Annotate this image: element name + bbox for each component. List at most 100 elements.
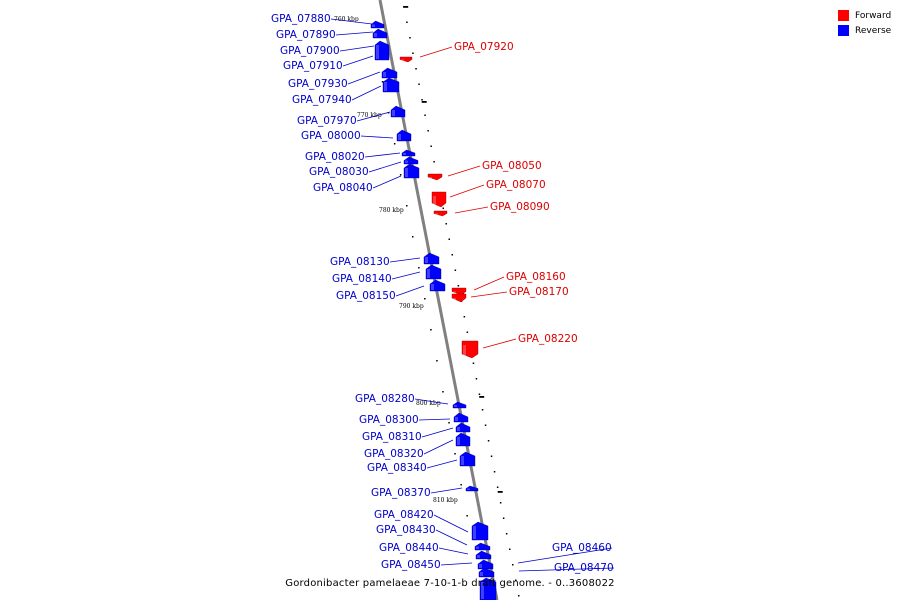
gene-label-gpa-08030[interactable]: GPA_08030 bbox=[309, 166, 369, 178]
tick-right bbox=[484, 424, 487, 426]
gene-arrow-highlight bbox=[461, 456, 464, 465]
gene-label-gpa-08470[interactable]: GPA_08470 bbox=[554, 562, 614, 574]
gene-arrow-gpa-08420[interactable] bbox=[471, 521, 489, 541]
gene-label-gpa-08440[interactable]: GPA_08440 bbox=[379, 542, 439, 554]
leader-line bbox=[414, 398, 449, 405]
gene-arrow-gpa-08040[interactable] bbox=[403, 163, 420, 179]
kbp-scale-labels: 760 kbp 770 kbp 780 kbp 790 kbp 800 kbp 810 k… bbox=[334, 16, 458, 504]
tick-right bbox=[466, 331, 469, 333]
gene-arrow-gpa-07900[interactable] bbox=[374, 40, 390, 61]
label-leader-lines bbox=[330, 18, 615, 572]
gene-label-gpa-08130[interactable]: GPA_08130 bbox=[330, 256, 390, 268]
tick-left bbox=[424, 298, 426, 300]
gene-label-gpa-07970[interactable]: GPA_07970 bbox=[297, 115, 357, 127]
gene-arrow-gpa-08470[interactable] bbox=[479, 577, 497, 600]
gene-arrow-gpa-08320[interactable] bbox=[455, 432, 471, 447]
gene-arrow-gpa-08020[interactable] bbox=[401, 149, 416, 157]
gene-arrow-highlight bbox=[398, 134, 401, 140]
gene-arrow-gpa-08160[interactable] bbox=[451, 287, 467, 296]
tick-right bbox=[502, 517, 505, 519]
gene-label-gpa-08420[interactable]: GPA_08420 bbox=[374, 509, 434, 521]
tick-left bbox=[448, 422, 450, 424]
leader-line bbox=[435, 529, 468, 546]
gene-label-gpa-08000[interactable]: GPA_08000 bbox=[301, 130, 361, 142]
tick-right bbox=[512, 564, 514, 566]
gene-arrow-gpa-08030[interactable] bbox=[403, 156, 419, 165]
gene-arrow-gpa-08310[interactable] bbox=[455, 422, 471, 433]
gene-labels[interactable]: GPA_07880 GPA_07890 GPA_07900 GPA_07910 GPA_… bbox=[271, 13, 614, 574]
gene-label-gpa-08300[interactable]: GPA_08300 bbox=[359, 414, 419, 426]
tick-right bbox=[418, 83, 420, 85]
gene-arrow-gpa-08130[interactable] bbox=[423, 252, 440, 265]
gene-label-gpa-08070[interactable]: GPA_08070 bbox=[486, 179, 546, 191]
gene-arrow-highlight bbox=[425, 257, 428, 263]
gene-label-gpa-07890[interactable]: GPA_07890 bbox=[276, 29, 336, 41]
gene-label-gpa-08370[interactable]: GPA_08370 bbox=[371, 487, 431, 499]
gene-label-gpa-08040[interactable]: GPA_08040 bbox=[313, 182, 373, 194]
tick-right bbox=[463, 316, 466, 318]
gene-label-gpa-08450[interactable]: GPA_08450 bbox=[381, 559, 441, 571]
gene-arrow-highlight bbox=[453, 291, 456, 294]
gene-label-gpa-08160[interactable]: GPA_08160 bbox=[506, 271, 566, 283]
gene-label-gpa-08280[interactable]: GPA_08280 bbox=[355, 393, 415, 405]
leader-line bbox=[389, 257, 421, 263]
gene-label-gpa-08220[interactable]: GPA_08220 bbox=[518, 333, 578, 345]
gene-label-gpa-08050[interactable]: GPA_08050 bbox=[482, 160, 542, 172]
leader-line bbox=[423, 439, 454, 455]
gene-arrow-gpa-07930[interactable] bbox=[381, 67, 398, 79]
leader-line bbox=[517, 547, 613, 564]
gene-label-gpa-08460[interactable]: GPA_08460 bbox=[552, 542, 612, 554]
gene-arrow-gpa-08430[interactable] bbox=[474, 542, 491, 551]
gene-arrow-gpa-07890[interactable] bbox=[372, 28, 388, 39]
gene-label-gpa-08150[interactable]: GPA_08150 bbox=[336, 290, 396, 302]
gene-arrow-gpa-08150[interactable] bbox=[429, 279, 446, 292]
gene-label-gpa-07880[interactable]: GPA_07880 bbox=[271, 13, 331, 25]
gene-label-gpa-07940[interactable]: GPA_07940 bbox=[292, 94, 352, 106]
gene-label-gpa-07900[interactable]: GPA_07900 bbox=[280, 45, 340, 57]
gene-arrow-gpa-08090[interactable] bbox=[433, 210, 448, 217]
gene-arrow-gpa-08050[interactable] bbox=[427, 173, 443, 181]
gene-arrow-gpa-08140[interactable] bbox=[425, 264, 442, 280]
tick-right bbox=[424, 114, 426, 116]
tick-right bbox=[499, 502, 502, 504]
gene-label-gpa-08340[interactable]: GPA_08340 bbox=[367, 462, 427, 474]
gene-arrow-gpa-08070[interactable] bbox=[431, 191, 447, 208]
gene-arrow-gpa-07880[interactable] bbox=[370, 20, 385, 29]
gene-label-gpa-08430[interactable]: GPA_08430 bbox=[376, 524, 436, 536]
gene-arrow-gpa-08220[interactable] bbox=[461, 340, 479, 359]
leader-line bbox=[347, 71, 381, 85]
gene-arrow-gpa-07970[interactable] bbox=[390, 105, 406, 118]
gene-arrow-gpa-08300[interactable] bbox=[453, 412, 469, 423]
gene-arrow-gpa-08460[interactable] bbox=[478, 567, 495, 578]
gene-label-gpa-08310[interactable]: GPA_08310 bbox=[362, 431, 422, 443]
tick-right bbox=[487, 440, 490, 442]
gene-arrow-gpa-07920[interactable] bbox=[399, 56, 413, 63]
gene-label-gpa-08170[interactable]: GPA_08170 bbox=[509, 286, 569, 298]
gene-arrow-gpa-08280[interactable] bbox=[452, 401, 467, 409]
gene-label-gpa-08090[interactable]: GPA_08090 bbox=[490, 201, 550, 213]
tick-right bbox=[430, 145, 432, 147]
forward-swatch bbox=[838, 10, 849, 21]
gene-label-gpa-07920[interactable]: GPA_07920 bbox=[454, 41, 514, 53]
gene-label-gpa-08140[interactable]: GPA_08140 bbox=[332, 273, 392, 285]
gene-label-gpa-07930[interactable]: GPA_07930 bbox=[288, 78, 348, 90]
scale-dash bbox=[403, 6, 409, 8]
leader-line bbox=[518, 567, 615, 572]
tick-left bbox=[393, 143, 396, 145]
gene-arrow-gpa-08370[interactable] bbox=[465, 485, 479, 492]
gene-arrow-gpa-08000[interactable] bbox=[396, 129, 412, 142]
kbp-label: 800 kbp bbox=[416, 400, 441, 407]
tick-right bbox=[490, 455, 493, 457]
gene-label-gpa-08020[interactable]: GPA_08020 bbox=[305, 151, 365, 163]
leader-line bbox=[364, 152, 401, 158]
gene-arrow-gpa-08340[interactable] bbox=[459, 451, 476, 467]
leader-line bbox=[360, 135, 394, 139]
gene-arrow-gpa-07940[interactable] bbox=[382, 77, 400, 93]
gene-arrow-gpa-08450[interactable] bbox=[477, 559, 494, 570]
gene-label-gpa-08320[interactable]: GPA_08320 bbox=[364, 448, 424, 460]
gene-label-gpa-07910[interactable]: GPA_07910 bbox=[283, 60, 343, 72]
gene-arrow-gpa-08170[interactable] bbox=[451, 293, 467, 303]
gene-arrow-gpa-08440[interactable] bbox=[475, 550, 492, 560]
kbp-label: 780 kbp bbox=[379, 207, 404, 214]
tick-left bbox=[418, 267, 420, 269]
